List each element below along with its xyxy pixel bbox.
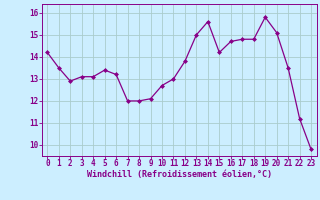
- X-axis label: Windchill (Refroidissement éolien,°C): Windchill (Refroidissement éolien,°C): [87, 170, 272, 179]
